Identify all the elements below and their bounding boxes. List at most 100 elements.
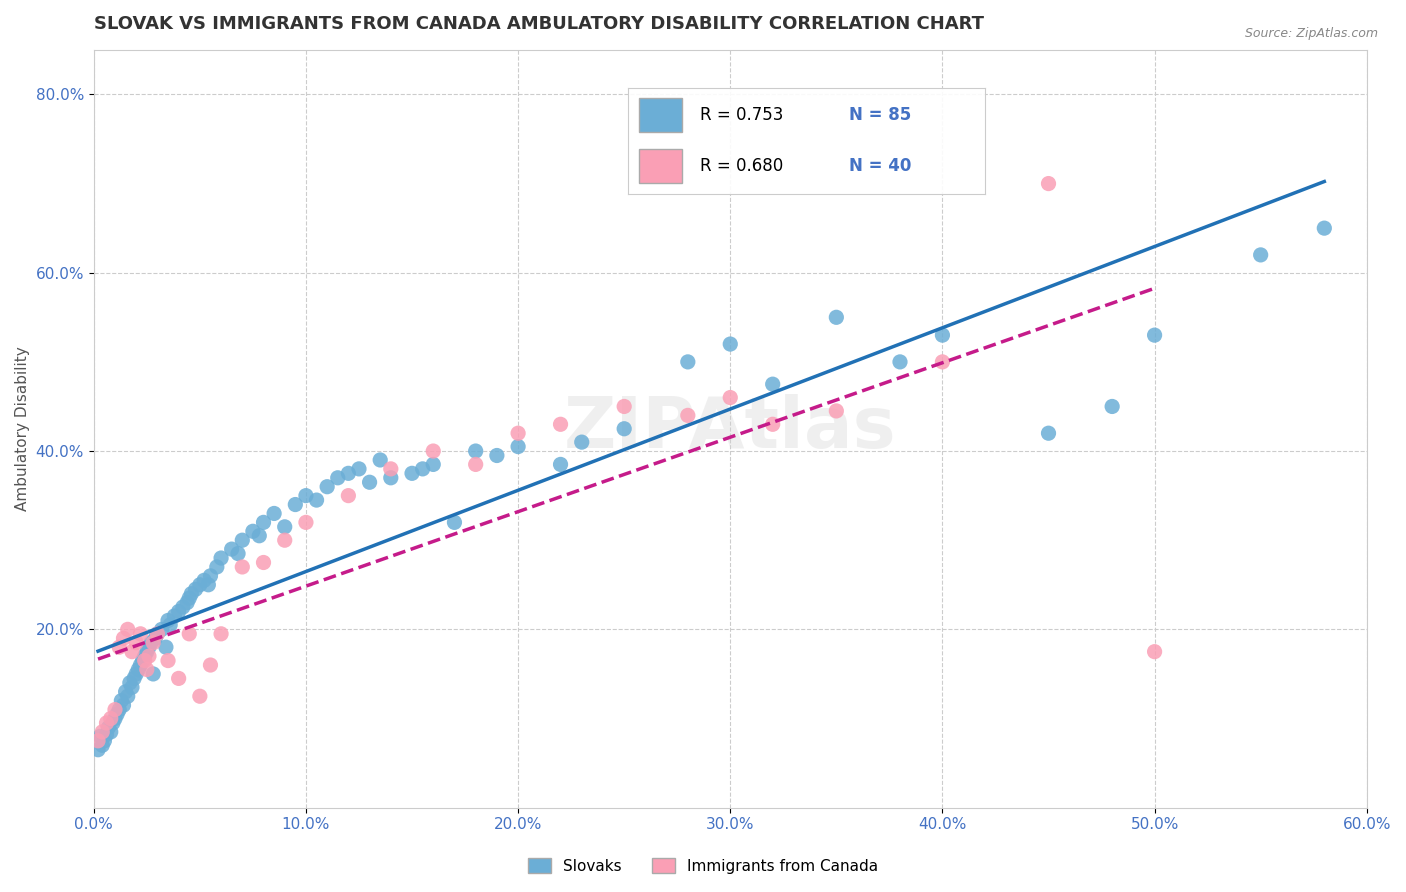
Point bbox=[93, 734, 115, 748]
Legend: Slovaks, Immigrants from Canada: Slovaks, Immigrants from Canada bbox=[522, 852, 884, 880]
Point bbox=[179, 627, 201, 641]
Point bbox=[138, 649, 160, 664]
Point bbox=[104, 703, 127, 717]
Point bbox=[200, 658, 222, 673]
Point bbox=[221, 542, 243, 557]
Point bbox=[176, 596, 198, 610]
Point bbox=[193, 574, 215, 588]
Point bbox=[167, 605, 190, 619]
Point bbox=[96, 716, 118, 731]
Point bbox=[718, 337, 741, 351]
Point bbox=[485, 449, 508, 463]
Point bbox=[135, 663, 157, 677]
Point bbox=[1038, 426, 1060, 441]
Point bbox=[96, 728, 118, 742]
Point bbox=[134, 649, 156, 664]
Point bbox=[129, 627, 152, 641]
Point bbox=[380, 471, 402, 485]
Point bbox=[205, 560, 228, 574]
Point bbox=[91, 739, 114, 753]
Point bbox=[550, 458, 572, 472]
Point bbox=[305, 493, 328, 508]
Point bbox=[157, 614, 180, 628]
Point bbox=[316, 480, 339, 494]
Point bbox=[412, 462, 434, 476]
Point bbox=[108, 703, 131, 717]
Point bbox=[226, 547, 249, 561]
Point bbox=[184, 582, 207, 597]
Point bbox=[91, 725, 114, 739]
Point bbox=[131, 654, 153, 668]
Point bbox=[188, 690, 211, 704]
Point bbox=[571, 435, 593, 450]
Point bbox=[159, 618, 181, 632]
Point bbox=[134, 654, 156, 668]
Point bbox=[117, 690, 139, 704]
Point bbox=[252, 556, 274, 570]
Point bbox=[112, 632, 135, 646]
Point bbox=[368, 453, 391, 467]
Point bbox=[114, 685, 136, 699]
Point bbox=[274, 520, 297, 534]
Point bbox=[464, 458, 486, 472]
Point bbox=[443, 516, 465, 530]
Point bbox=[100, 712, 122, 726]
Point bbox=[139, 636, 162, 650]
Text: ZIPAtlas: ZIPAtlas bbox=[564, 394, 897, 463]
Point bbox=[347, 462, 370, 476]
Point bbox=[188, 578, 211, 592]
Point bbox=[676, 409, 699, 423]
Y-axis label: Ambulatory Disability: Ambulatory Disability bbox=[15, 346, 30, 511]
Point bbox=[825, 404, 848, 418]
Point bbox=[135, 645, 157, 659]
Point bbox=[129, 658, 152, 673]
Point bbox=[87, 734, 110, 748]
Point bbox=[613, 400, 636, 414]
Point bbox=[506, 440, 529, 454]
Point bbox=[231, 560, 253, 574]
Point bbox=[167, 672, 190, 686]
Point bbox=[401, 467, 423, 481]
Point bbox=[104, 712, 127, 726]
Point bbox=[247, 529, 270, 543]
Point bbox=[380, 462, 402, 476]
Point bbox=[326, 471, 349, 485]
Point bbox=[200, 569, 222, 583]
Point bbox=[825, 310, 848, 325]
Point bbox=[125, 636, 148, 650]
Point bbox=[180, 587, 202, 601]
Point bbox=[89, 730, 111, 744]
Point bbox=[197, 578, 219, 592]
Point bbox=[100, 725, 122, 739]
Point bbox=[121, 645, 143, 659]
Point bbox=[1143, 645, 1166, 659]
Point bbox=[676, 355, 699, 369]
Point bbox=[613, 422, 636, 436]
Point bbox=[422, 458, 444, 472]
Point bbox=[295, 516, 318, 530]
Point bbox=[146, 627, 169, 641]
Text: Source: ZipAtlas.com: Source: ZipAtlas.com bbox=[1244, 27, 1378, 40]
Point bbox=[209, 627, 232, 641]
Point bbox=[762, 377, 785, 392]
Point bbox=[252, 516, 274, 530]
Point bbox=[110, 694, 132, 708]
Point bbox=[889, 355, 911, 369]
Point bbox=[506, 426, 529, 441]
Point bbox=[284, 498, 307, 512]
Point bbox=[550, 417, 572, 432]
Point bbox=[143, 632, 166, 646]
Point bbox=[1143, 328, 1166, 343]
Point bbox=[422, 444, 444, 458]
Point bbox=[231, 533, 253, 548]
Point bbox=[762, 417, 785, 432]
Point bbox=[1250, 248, 1272, 262]
Text: SLOVAK VS IMMIGRANTS FROM CANADA AMBULATORY DISABILITY CORRELATION CHART: SLOVAK VS IMMIGRANTS FROM CANADA AMBULAT… bbox=[94, 15, 984, 33]
Point bbox=[142, 636, 165, 650]
Point bbox=[108, 640, 131, 655]
Point bbox=[242, 524, 264, 539]
Point bbox=[118, 676, 141, 690]
Point bbox=[295, 489, 318, 503]
Point bbox=[146, 627, 169, 641]
Point bbox=[157, 654, 180, 668]
